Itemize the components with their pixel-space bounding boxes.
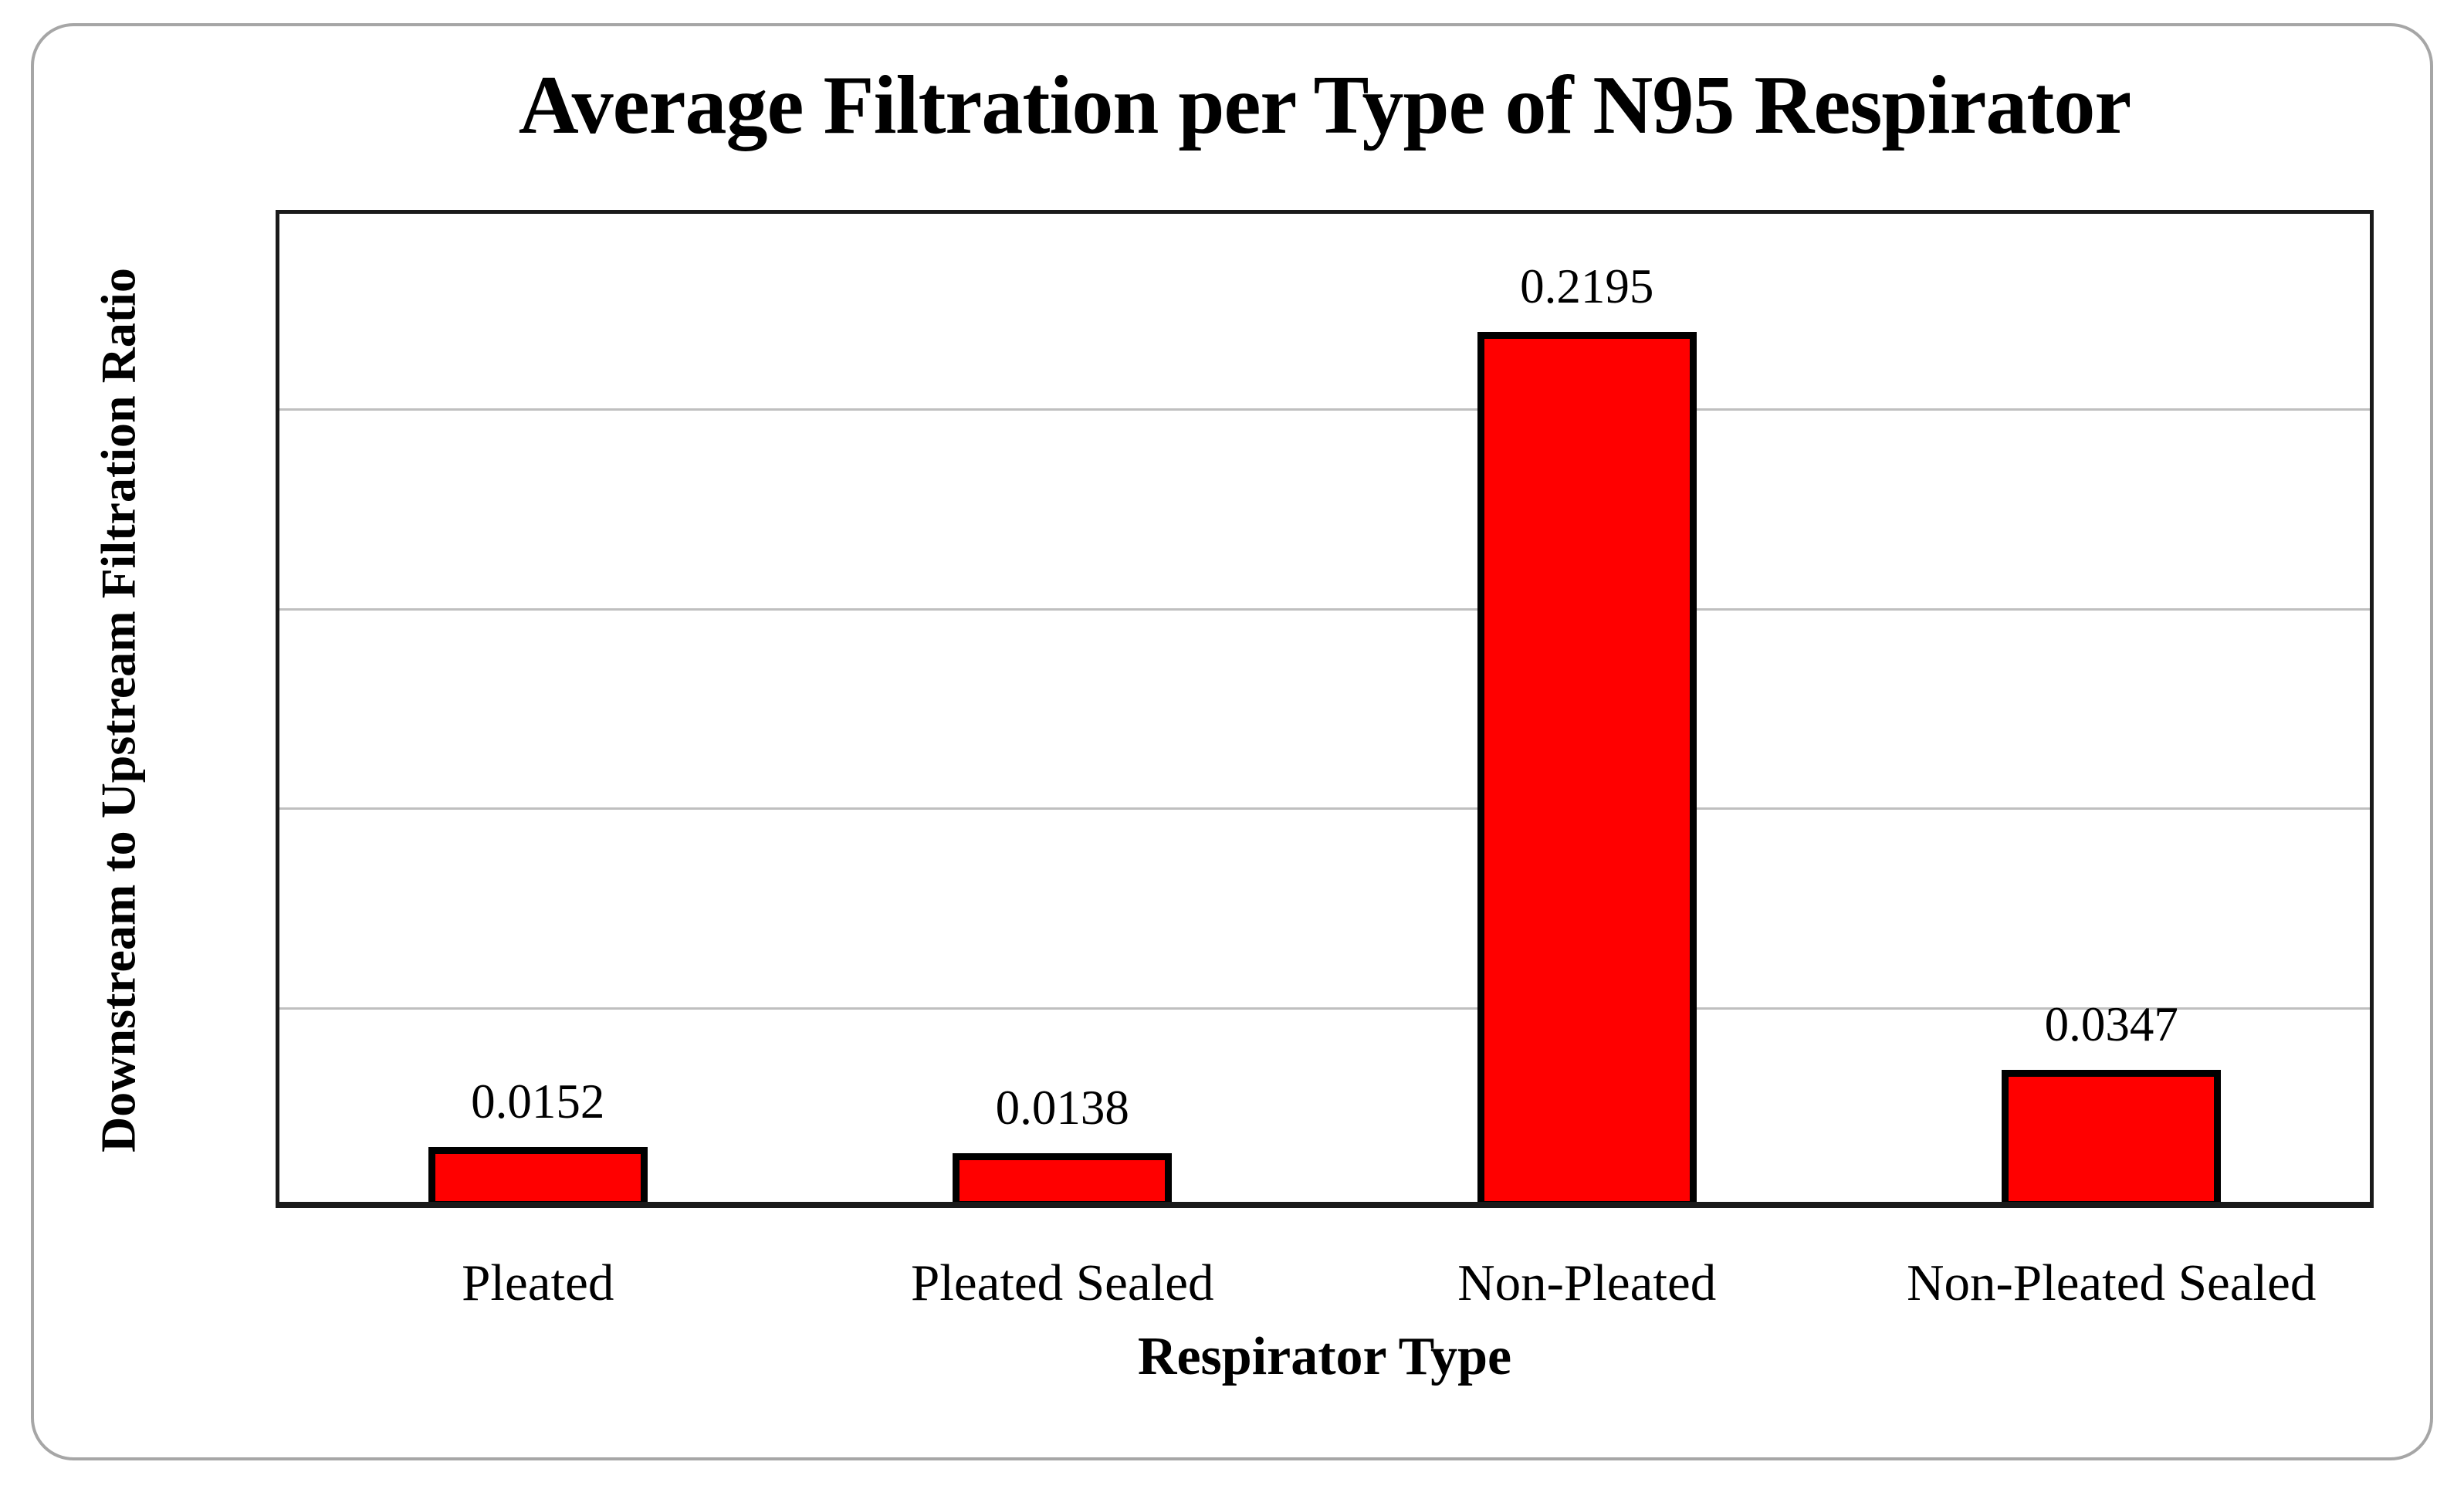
plot-area: 0.0152 0.0138 0.2195 0.0347	[276, 210, 2374, 1208]
bar	[2002, 1070, 2222, 1208]
category-label: Pleated	[462, 1254, 614, 1311]
x-axis-category-labels: Pleated Pleated Sealed Non-Pleated Non-Plea…	[276, 1252, 2374, 1321]
bar	[428, 1147, 648, 1208]
plot-frame	[276, 210, 2374, 1208]
category-label: Pleated Sealed	[910, 1254, 1214, 1311]
gridline	[276, 1007, 2374, 1010]
bar	[953, 1153, 1173, 1208]
gridline	[276, 807, 2374, 810]
y-axis-title: Downstream to Upstream Filtration Ratio	[90, 268, 146, 1152]
bar-value-label: 0.2195	[1520, 259, 1654, 313]
chart-title: Average Filtration per Type of N95 Respi…	[518, 59, 2132, 151]
bar-value-label: 0.0347	[2044, 997, 2178, 1051]
gridline	[276, 408, 2374, 411]
gridline	[276, 607, 2374, 611]
bar-value-label: 0.0138	[995, 1081, 1129, 1135]
category-label: Non-Pleated	[1457, 1254, 1717, 1311]
figure-border	[31, 23, 2433, 1460]
x-axis-title: Respirator Type	[1137, 1327, 1512, 1386]
category-label: Non-Pleated Sealed	[1907, 1254, 2317, 1311]
bar	[1477, 332, 1697, 1208]
bar-value-label: 0.0152	[471, 1074, 605, 1129]
